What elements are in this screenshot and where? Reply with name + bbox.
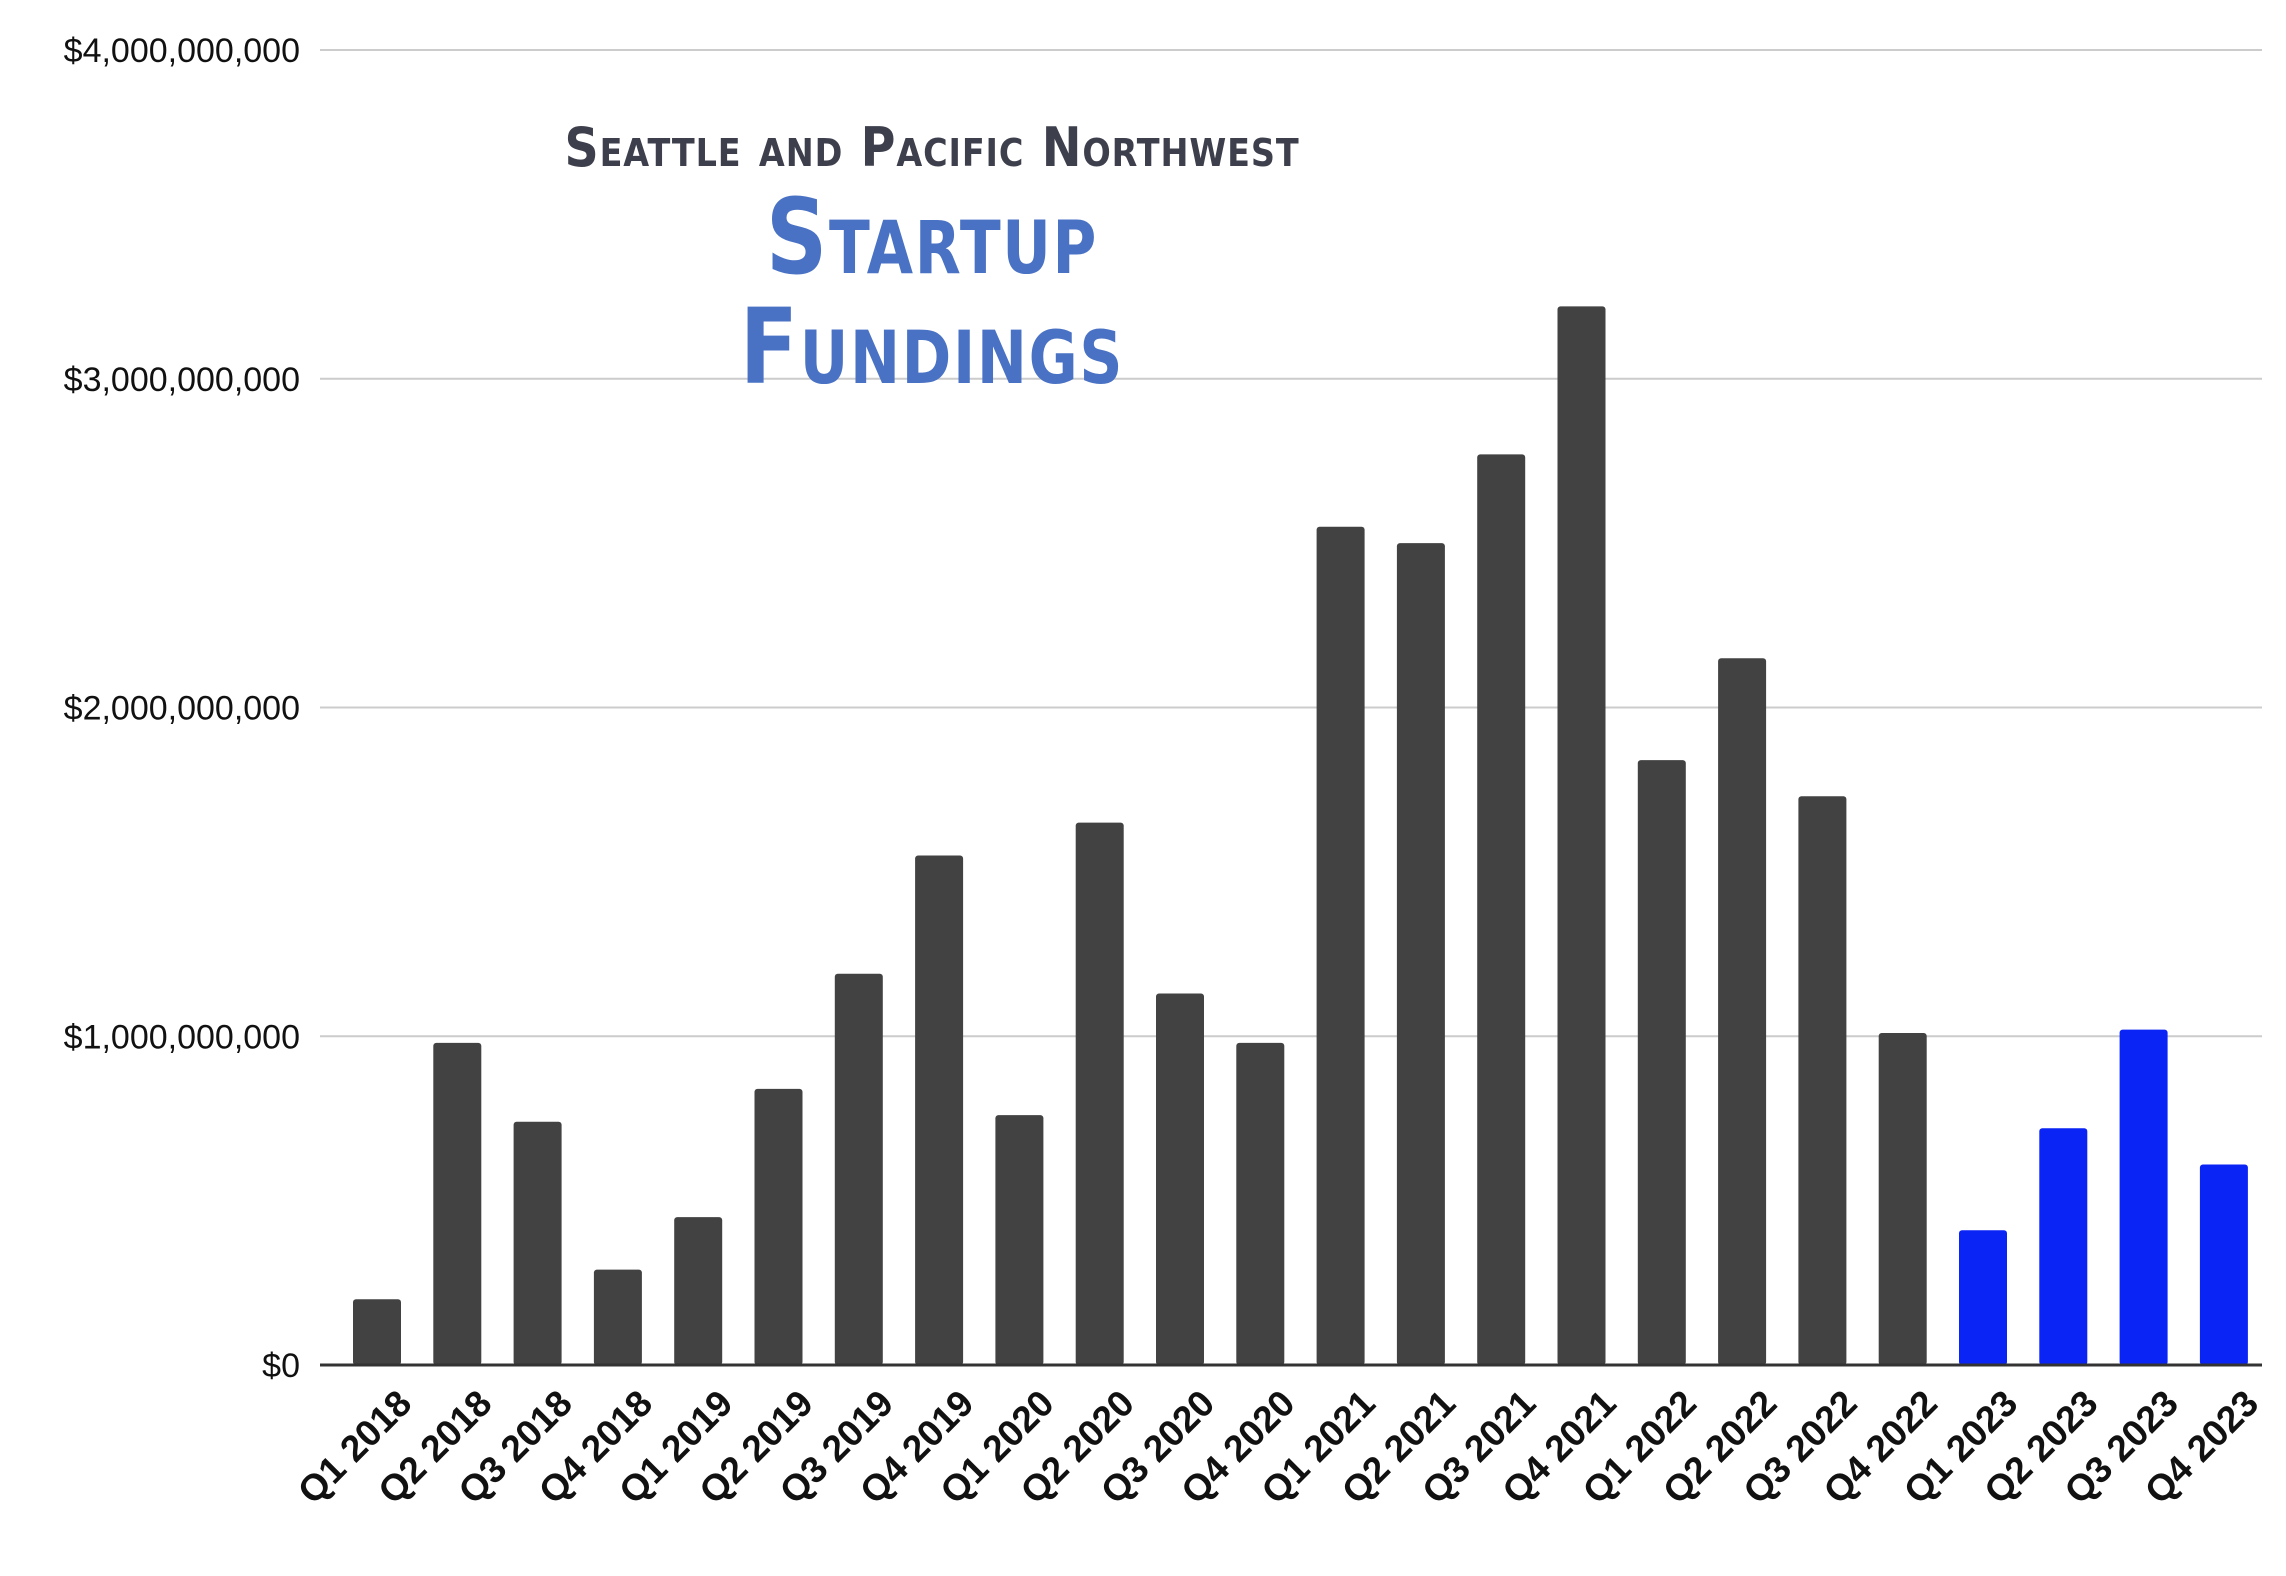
bar: Q1 2022 — [1637, 760, 1686, 1365]
bar: Q4 2020 — [1236, 1042, 1285, 1365]
y-tick-label: $4,000,000,000 — [64, 32, 300, 70]
y-tick-label: $3,000,000,000 — [64, 361, 300, 399]
bar: Q2 2020 — [1075, 822, 1124, 1365]
bar: Q1 2018 — [353, 1299, 401, 1365]
gridlines — [320, 49, 2262, 1038]
bar: Q4 2023 — [2199, 1164, 2248, 1365]
bar: Q3 2021 — [1477, 454, 1526, 1365]
bar: Q2 2018 — [433, 1042, 482, 1365]
bar: Q1 2023 — [1959, 1230, 2007, 1365]
bar: Q1 2019 — [674, 1217, 723, 1365]
bar: Q3 2022 — [1798, 796, 1847, 1365]
y-tick-label: $0 — [262, 1347, 300, 1385]
bar: Q4 2019 — [915, 855, 964, 1365]
bar: Q1 2020 — [995, 1115, 1044, 1365]
bar: Q2 2023 — [2039, 1128, 2088, 1365]
chart-title: Startup Fundings — [739, 176, 1125, 408]
chart-title-block: Seattle and Pacific Northwest Startup Fu… — [512, 118, 1352, 402]
y-tick-label: $1,000,000,000 — [64, 1018, 300, 1056]
bar: Q4 2018 — [593, 1269, 642, 1365]
bar: Q2 2019 — [754, 1088, 803, 1365]
bar: Q1 2021 — [1316, 526, 1365, 1365]
bar: Q3 2019 — [834, 973, 883, 1365]
bar: Q2 2021 — [1396, 543, 1445, 1365]
bars: Q1 2018 Q2 2018 Q3 2018 Q4 2018 Q1 2019 Q2 20… — [353, 306, 2248, 1365]
y-axis: $0 $1,000,000,000 $2,000,000,000 $3,000,000… — [64, 32, 300, 1385]
chart-subtitle: Seattle and Pacific Northwest — [564, 116, 1300, 179]
y-tick-label: $2,000,000,000 — [64, 690, 300, 728]
bar: Q3 2018 — [513, 1121, 562, 1365]
bar: Q4 2021 — [1557, 306, 1606, 1365]
bar: Q3 2020 — [1156, 993, 1204, 1365]
bar: Q2 2022 — [1718, 658, 1767, 1365]
bar: Q4 2022 — [1878, 1032, 1927, 1365]
bar: Q3 2023 — [2119, 1029, 2168, 1365]
